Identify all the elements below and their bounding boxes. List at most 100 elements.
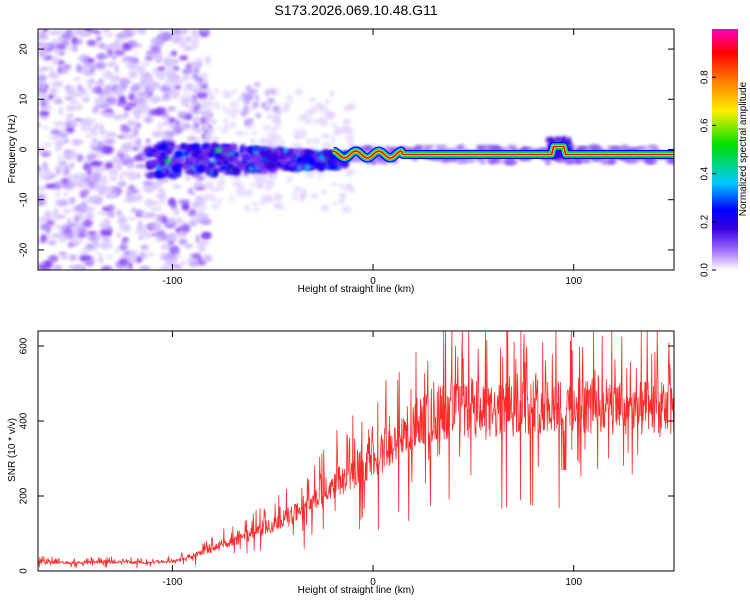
spectrogram-cell <box>294 185 301 191</box>
spectrogram-cell <box>267 161 276 169</box>
spectrogram-cell <box>222 105 228 113</box>
spectrogram-cell <box>71 44 79 52</box>
spectrogram-cell <box>231 181 239 187</box>
spectrogram-cell <box>47 170 53 176</box>
spectrogram-cell <box>272 116 280 124</box>
spectrogram-cell <box>260 200 265 206</box>
spectrogram-cell <box>292 189 299 196</box>
spectrogram-cell <box>241 92 248 97</box>
spectrogram-cell <box>115 246 120 254</box>
spectrogram-cell <box>171 50 177 56</box>
spectrogram-cell <box>102 206 110 212</box>
spectrogram-cell <box>266 179 276 188</box>
colorbar-tick-label: 0.2 <box>700 214 711 228</box>
spectrogram-cell <box>165 70 170 76</box>
spectrogram-cell <box>260 166 269 175</box>
spectrogram-cell <box>100 129 107 135</box>
spectrogram-cell <box>300 115 307 119</box>
spectrogram-cell <box>126 217 137 221</box>
spectrogram-cell <box>290 196 298 201</box>
spectrogram-cell <box>322 142 333 149</box>
spectrogram-ylabel: Frequency (Hz) <box>7 115 18 184</box>
spectrogram-cell <box>92 237 101 243</box>
spectrogram-cell <box>132 111 140 116</box>
spectrogram-cell <box>172 206 180 216</box>
spectrogram-cell <box>109 80 116 88</box>
spectrogram-cell <box>84 262 94 266</box>
spectrogram-cell <box>186 158 196 163</box>
spectrogram-cell <box>567 136 572 144</box>
spectrogram-cell <box>160 130 168 140</box>
spectrogram-cell <box>310 145 317 150</box>
spectrogram-cell <box>149 159 155 167</box>
spectrogram-cell <box>90 145 98 151</box>
spectrogram-cell <box>62 139 70 144</box>
spectrogram-cell <box>119 244 128 251</box>
spectrogram-cell <box>38 216 49 223</box>
spectrogram-cell <box>44 83 49 90</box>
spectrogram-cell <box>176 78 186 82</box>
spectrogram-cell <box>305 171 315 178</box>
spectrogram-cell <box>176 231 187 238</box>
spectrogram-cell <box>215 185 225 191</box>
spectrogram-cell <box>232 144 237 152</box>
spectrogram-cell <box>492 147 504 151</box>
spectrogram-cell <box>116 148 128 154</box>
spectrogram-cell <box>229 100 239 109</box>
spectrogram-cell <box>183 149 191 157</box>
spectrogram-cell <box>154 179 167 184</box>
spectrogram-cell <box>115 113 126 121</box>
spectrogram-cell <box>55 166 67 171</box>
snr-series-line <box>38 331 674 568</box>
snr-ylabel: SNR (10 * v/v) <box>7 418 18 482</box>
spectrogram-cell <box>135 122 142 129</box>
spectrogram-cell <box>168 117 176 123</box>
spectrogram-cell <box>298 150 306 157</box>
spectrogram-cell <box>48 71 60 79</box>
spectrogram-cell <box>327 159 333 166</box>
spectrogram-cell <box>66 113 74 119</box>
spectrogram-cell <box>244 147 252 151</box>
spectrogram-cell <box>248 157 258 163</box>
spectrogram-cell <box>147 173 155 178</box>
spectrogram-cell <box>251 130 257 136</box>
spectrogram-cell <box>57 214 66 219</box>
spectrogram-cell <box>80 126 91 131</box>
spectrogram-cell <box>338 197 345 205</box>
spectrogram-cell <box>258 181 263 190</box>
spectrogram-cell <box>90 30 100 34</box>
spectrogram-cell <box>97 211 110 215</box>
spectrogram-cell <box>184 35 193 43</box>
spectrogram-cell <box>553 136 562 143</box>
spectrogram-cell <box>205 180 214 188</box>
spectrogram-cell <box>114 65 119 74</box>
spectrogram-cell <box>253 82 261 87</box>
spectrogram-cell <box>339 184 344 190</box>
spectrogram-cell <box>277 162 282 166</box>
spectrogram-cell <box>141 231 149 235</box>
spectrogram-cell <box>324 133 329 140</box>
spectrogram-cell <box>94 81 105 88</box>
spectrogram-cell <box>194 77 203 81</box>
spectrogram-cell <box>249 182 255 188</box>
spectrogram-cell <box>272 151 278 160</box>
spectrogram-cell <box>647 144 659 150</box>
colorbar-tick-label: 0.8 <box>700 70 711 84</box>
spectrogram-cell <box>141 79 151 88</box>
spectrogram-cell <box>258 177 269 183</box>
spectrogram-cell <box>635 146 649 150</box>
spectrogram-cell <box>104 31 114 38</box>
spectrogram-cell <box>47 240 57 246</box>
spectrogram-cell <box>168 106 177 111</box>
spectrogram-cell <box>137 70 149 75</box>
spectrogram-cell <box>205 55 211 65</box>
spectrogram-cell <box>341 205 352 213</box>
spectrogram-cell <box>311 138 321 144</box>
spectrogram-cell <box>180 99 190 107</box>
spectrogram-cell <box>251 201 259 206</box>
spectrogram-cell <box>220 173 226 180</box>
spectrogram-cell <box>270 88 275 95</box>
spectrogram-cell <box>174 217 185 225</box>
spectrogram-cell <box>344 118 352 125</box>
spectrogram-cell <box>133 50 138 55</box>
